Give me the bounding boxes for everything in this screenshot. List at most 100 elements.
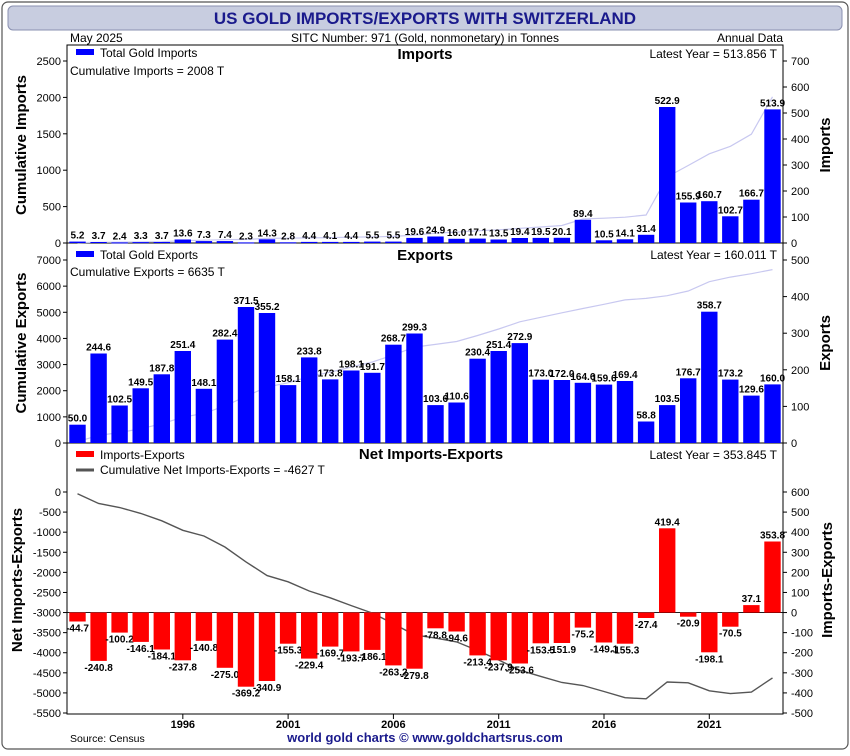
net-left-tick-label: -5500: [33, 708, 61, 720]
imports-legend-swatch: [76, 49, 94, 55]
exports-data-label: 159.6: [591, 374, 616, 385]
imports-bar: [553, 237, 571, 243]
net-legend-swatch: [76, 451, 94, 457]
net-data-label: -155.3: [611, 646, 640, 657]
exports-bar: [406, 333, 423, 443]
imports-bar: [701, 201, 718, 243]
net-bar: [343, 612, 360, 652]
exports-data-label: 299.3: [402, 323, 427, 334]
x-tick-label: 2021: [697, 719, 721, 731]
net-data-label: -27.4: [635, 620, 658, 631]
exports-bar: [680, 378, 697, 443]
net-data-label: -100.2: [105, 635, 134, 646]
net-data-label: -44.7: [66, 624, 89, 635]
exports-bar: [490, 351, 507, 443]
net-data-label: -169.7: [316, 649, 345, 660]
imports-bar: [174, 239, 191, 243]
net-bar: [743, 605, 760, 613]
net-bar: [153, 612, 170, 650]
exports-data-label: 187.8: [149, 363, 174, 374]
net-right-tick-label: -400: [791, 688, 813, 700]
imports-right-tick-label: 300: [791, 160, 809, 172]
exports-data-label: 50.0: [68, 414, 88, 425]
net-bar: [574, 612, 592, 628]
imports-data-label: 14.1: [615, 228, 635, 239]
imports-right-tick-label: 0: [791, 238, 797, 250]
net-bar: [111, 612, 128, 633]
imports-bar: [511, 238, 528, 243]
exports-ylabel-left: Cumulative Exports: [13, 273, 30, 414]
footer-credit: world gold charts © www.goldchartsrus.co…: [286, 730, 563, 745]
exports-bar: [216, 339, 234, 443]
imports-data-label: 5.5: [365, 231, 379, 242]
exports-left-tick-label: 1000: [37, 412, 61, 424]
imports-bar: [258, 239, 276, 243]
imports-left-tick-label: 0: [55, 238, 61, 250]
imports-bar: [406, 237, 423, 243]
net-right-tick-label: -200: [791, 648, 813, 660]
imports-right-tick-label: 700: [791, 56, 809, 68]
source-label: Source: Census: [70, 733, 145, 745]
imports-cumulative-label: Cumulative Imports = 2008 T: [70, 64, 225, 78]
title-banner: [7, 5, 843, 31]
imports-bar: [153, 242, 170, 243]
exports-data-label: 233.8: [297, 346, 322, 357]
net-data-label: -94.6: [445, 634, 468, 645]
net-bar: [322, 612, 339, 647]
imports-bar: [427, 236, 444, 243]
imports-data-label: 4.4: [344, 231, 358, 242]
imports-data-label: 4.4: [302, 231, 316, 242]
exports-data-label: 158.1: [276, 374, 301, 385]
net-data-label: 37.1: [742, 594, 762, 605]
exports-left-tick-label: 6000: [37, 281, 61, 293]
exports-cumulative-line: [77, 269, 773, 443]
plot-frame: [66, 44, 784, 715]
net-data-label: -193.7: [337, 654, 366, 665]
x-tick-label: 1996: [171, 719, 195, 731]
net-data-label: -213.4: [463, 657, 492, 668]
exports-data-label: 172.0: [549, 369, 574, 380]
net-bar: [722, 612, 739, 627]
imports-bar: [195, 241, 213, 243]
net-left-tick-label: 0: [55, 487, 61, 499]
net-right-tick-label: 100: [791, 587, 809, 599]
sitc-label: SITC Number: 971 (Gold, nonmonetary) in …: [291, 31, 559, 45]
exports-bar: [722, 379, 739, 443]
imports-bar: [469, 238, 486, 243]
exports-legend-label: Total Gold Exports: [100, 248, 198, 262]
exports-bar: [764, 384, 781, 443]
net-left-tick-label: -5000: [33, 688, 61, 700]
imports-data-label: 155.9: [676, 192, 701, 203]
imports-data-label: 166.7: [739, 189, 764, 200]
exports-bar: [195, 388, 213, 443]
imports-bar: [764, 109, 781, 244]
imports-data-label: 31.4: [636, 224, 656, 235]
exports-right-tick-label: 100: [791, 401, 809, 413]
net-right-tick-label: -500: [791, 708, 813, 720]
net-left-tick-label: -500: [39, 507, 61, 519]
imports-bar: [595, 240, 613, 243]
imports-right-tick-label: 600: [791, 82, 809, 94]
net-data-label: -237.9: [485, 662, 514, 673]
x-tick-label: 2011: [487, 719, 511, 731]
exports-bar: [132, 388, 149, 443]
exports-data-label: 164.6: [570, 372, 595, 383]
net-bar: [511, 612, 528, 664]
imports-data-label: 19.4: [510, 227, 530, 238]
net-bar: [364, 612, 381, 650]
net-data-label: -237.8: [169, 662, 198, 673]
imports-ylabel-left: Cumulative Imports: [13, 75, 30, 215]
imports-data-label: 19.5: [531, 227, 551, 238]
net-bar: [659, 528, 676, 613]
imports-data-label: 160.7: [697, 190, 722, 201]
imports-data-label: 7.4: [218, 230, 232, 241]
net-data-label: -340.9: [253, 683, 282, 694]
net-right-tick-label: 0: [791, 608, 797, 620]
net-data-label: -20.9: [677, 619, 700, 630]
net-data-label: -229.4: [295, 661, 324, 672]
frequency-label: Annual Data: [717, 31, 783, 45]
imports-right-tick-label: 100: [791, 212, 809, 224]
net-left-tick-label: -1000: [33, 527, 61, 539]
